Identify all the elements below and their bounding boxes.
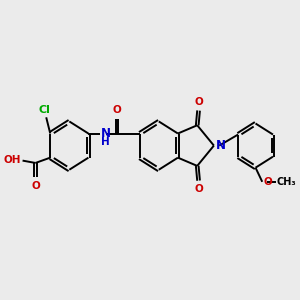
Text: O: O [31,181,40,191]
Text: CH₃: CH₃ [277,177,296,187]
Text: O: O [194,184,203,194]
Text: O: O [264,177,273,187]
Text: N: N [216,139,226,152]
Text: H: H [101,137,110,147]
Text: OH: OH [4,155,21,165]
Text: N: N [101,127,111,140]
Text: O: O [194,97,203,107]
Text: Cl: Cl [39,105,51,115]
Text: O: O [113,105,122,115]
